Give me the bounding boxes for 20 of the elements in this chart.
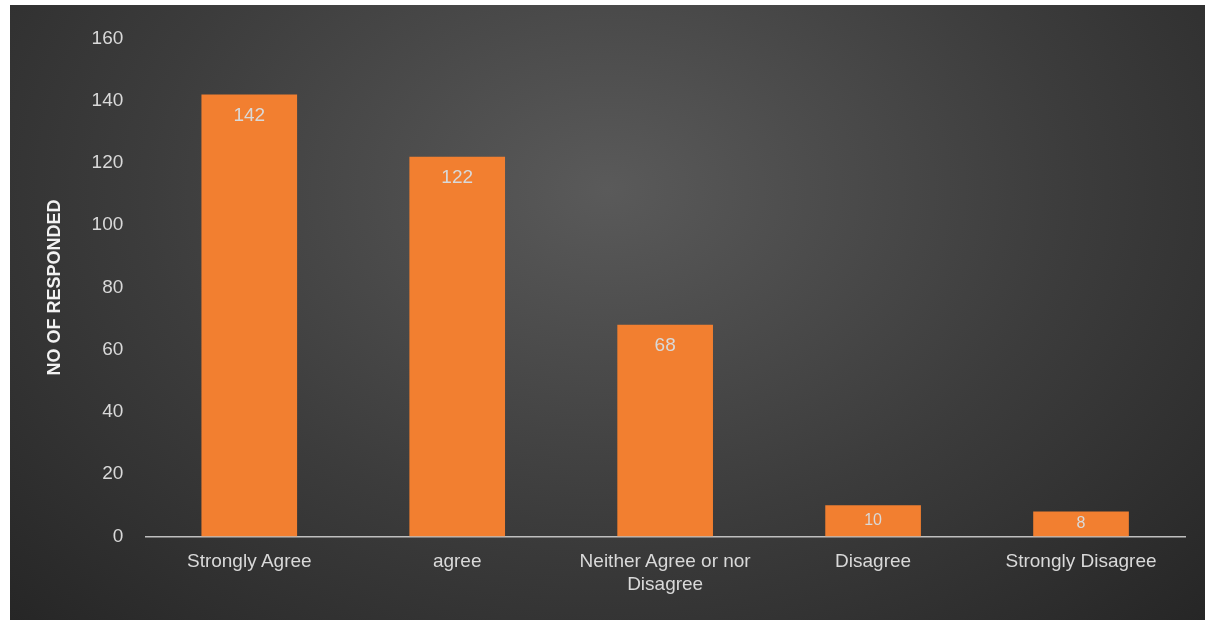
x-tick-label: Disagree (835, 550, 912, 572)
data-label: 142 (233, 104, 266, 126)
x-tick-label: Strongly Disagree (1005, 550, 1157, 572)
y-tick-label: 0 (112, 524, 124, 546)
y-tick-label: 80 (102, 275, 124, 297)
y-tick-label: 20 (102, 462, 124, 484)
y-axis-title: NO OF RESPONDED (43, 199, 64, 376)
data-label: 68 (654, 334, 676, 356)
y-tick-label: 60 (102, 337, 124, 359)
x-tick-label: Strongly Agree (186, 550, 312, 572)
y-tick-label: 100 (91, 213, 124, 235)
y-tick-label: 120 (91, 151, 124, 173)
y-tick-label: 140 (91, 88, 124, 110)
y-tick-label: 40 (102, 400, 124, 422)
x-tick-label: Neither Agree or nor Disagree (579, 550, 752, 594)
data-label: 8 (1076, 514, 1086, 532)
data-label: 10 (864, 511, 883, 529)
x-tick-label: agree (432, 550, 482, 572)
y-tick-label: 160 (91, 26, 124, 48)
data-label: 122 (441, 166, 474, 188)
